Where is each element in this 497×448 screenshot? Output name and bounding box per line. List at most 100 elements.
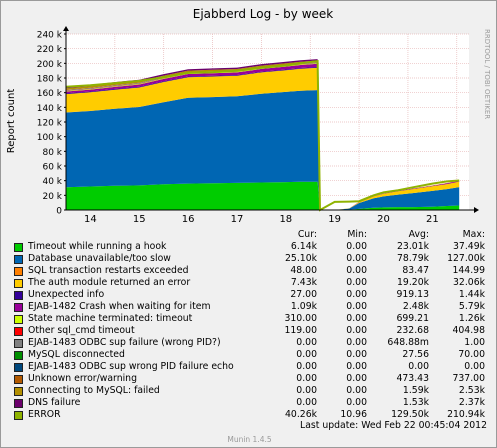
legend-swatch bbox=[14, 399, 23, 408]
legend-cur-value: 27.00 bbox=[290, 289, 317, 300]
y-axis-label: Report count bbox=[6, 89, 17, 154]
legend-swatch bbox=[14, 267, 23, 276]
legend-min-value: 0.00 bbox=[346, 373, 367, 384]
legend-row: EJAB-1483 ODBC sup wrong PID failure ech… bbox=[11, 361, 491, 373]
legend-max-value: 32.06k bbox=[453, 277, 485, 288]
legend-label: State machine terminated: timeout bbox=[28, 313, 193, 324]
legend-swatch bbox=[14, 351, 23, 360]
legend-row: The auth module returned an error 7.43k 0.… bbox=[11, 277, 491, 289]
legend-label: ERROR bbox=[28, 409, 61, 420]
legend-swatch bbox=[14, 243, 23, 252]
legend-max-value: 37.49k bbox=[453, 241, 485, 252]
legend-row: State machine terminated: timeout 310.00 0… bbox=[11, 313, 491, 325]
y-tick-label: 180 k bbox=[37, 75, 63, 85]
legend-max-value: 2.37k bbox=[458, 397, 485, 408]
chart-title: Ejabberd Log - by week bbox=[193, 7, 334, 21]
legend-min-value: 0.00 bbox=[346, 241, 367, 252]
area-series-0 bbox=[66, 181, 460, 210]
legend-swatch bbox=[14, 279, 23, 288]
legend-label: Connecting to MySQL: failed bbox=[28, 385, 160, 396]
legend-label: Unknown error/warning bbox=[28, 373, 137, 384]
legend-min-value: 0.00 bbox=[346, 397, 367, 408]
munin-version: Munin 1.4.5 bbox=[227, 435, 272, 444]
y-tick-label: 120 k bbox=[37, 119, 63, 129]
x-axis-arrow bbox=[474, 207, 479, 213]
legend-swatch bbox=[14, 375, 23, 384]
legend-swatch bbox=[14, 387, 23, 396]
y-tick-label: 200 k bbox=[37, 60, 63, 70]
legend-cur-value: 1.09k bbox=[290, 301, 317, 312]
legend-min-value: 0.00 bbox=[346, 253, 367, 264]
legend-cur-value: 119.00 bbox=[284, 325, 317, 336]
x-tick-labels: 14 15 16 17 18 19 20 21 bbox=[84, 214, 439, 225]
legend-row: ERROR 40.26k 10.96 129.50k 210.94k bbox=[11, 409, 491, 421]
legend-avg-value: 648.88m bbox=[387, 337, 429, 348]
legend-cur-value: 310.00 bbox=[284, 313, 317, 324]
legend-max-value: 1.26k bbox=[458, 313, 485, 324]
legend-swatch bbox=[14, 327, 23, 336]
legend-min-value: 0.00 bbox=[346, 325, 367, 336]
x-tick-label: 17 bbox=[231, 214, 244, 225]
legend-avg-value: 78.79k bbox=[397, 253, 429, 264]
legend-swatch bbox=[14, 315, 23, 324]
series-lines bbox=[65, 59, 460, 212]
legend-row: EJAB-1483 ODBC sup failure (wrong PID?) 0… bbox=[11, 337, 491, 349]
x-tick-label: 14 bbox=[84, 214, 97, 225]
legend-max-value: 144.99 bbox=[452, 265, 485, 276]
legend-row: Connecting to MySQL: failed 0.00 0.00 1.59k… bbox=[11, 385, 491, 397]
legend-cur-value: 7.43k bbox=[290, 277, 317, 288]
legend-min-value: 0.00 bbox=[346, 337, 367, 348]
legend-min-value: 10.96 bbox=[340, 409, 367, 420]
legend-swatch bbox=[14, 291, 23, 300]
y-tick-label: 220 k bbox=[37, 45, 63, 55]
legend-max-value: 2.53k bbox=[458, 385, 485, 396]
legend-label: MySQL disconnected bbox=[28, 349, 125, 360]
header-cur: Cur: bbox=[297, 229, 317, 240]
legend-max-value: 5.79k bbox=[458, 301, 485, 312]
legend-swatch bbox=[14, 255, 23, 264]
x-tick-label: 18 bbox=[279, 214, 292, 225]
legend-max-value: 70.00 bbox=[458, 349, 485, 360]
legend-row: DNS failure 0.00 0.00 1.53k 2.37k bbox=[11, 397, 491, 409]
legend-row: Unexpected info 27.00 0.00 919.13 1.44k bbox=[11, 289, 491, 301]
legend-max-value: 1.00 bbox=[464, 337, 485, 348]
legend-avg-value: 232.68 bbox=[396, 325, 429, 336]
x-tick-label: 19 bbox=[328, 214, 341, 225]
legend-min-value: 0.00 bbox=[346, 313, 367, 324]
legend-avg-value: 19.20k bbox=[397, 277, 429, 288]
legend-label: Database unavailable/too slow bbox=[28, 253, 171, 264]
header-avg: Avg: bbox=[408, 229, 429, 240]
legend-row: Timeout while running a hook 6.14k 0.00 23.… bbox=[11, 241, 491, 253]
legend-cur-value: 0.00 bbox=[296, 337, 317, 348]
y-tick-label: 80 k bbox=[42, 148, 62, 158]
legend-cur-value: 0.00 bbox=[296, 397, 317, 408]
legend-cur-value: 6.14k bbox=[290, 241, 317, 252]
legend-avg-value: 699.21 bbox=[396, 313, 429, 324]
legend-label: Other sql_cmd timeout bbox=[28, 325, 135, 336]
legend-label: DNS failure bbox=[28, 397, 81, 408]
legend-label: Timeout while running a hook bbox=[28, 241, 167, 252]
y-tick-label: 20 k bbox=[42, 192, 62, 202]
legend-max-value: 1.44k bbox=[458, 289, 485, 300]
rrdtool-watermark: RRDTOOL / TOBI OETIKER bbox=[483, 29, 491, 119]
legend-max-value: 210.94k bbox=[447, 409, 485, 420]
x-tick-label: 16 bbox=[182, 214, 195, 225]
legend-swatch bbox=[14, 411, 23, 420]
legend-row: EJAB-1482 Crash when waiting for item 1.0… bbox=[11, 301, 491, 313]
legend-cur-value: 25.10k bbox=[285, 253, 317, 264]
legend-label: The auth module returned an error bbox=[28, 277, 191, 288]
y-tick-labels: 0 20 k 40 k 60 k 80 k 100 k 120 k 140 k 160 k 180… bbox=[37, 31, 63, 217]
legend-min-value: 0.00 bbox=[346, 289, 367, 300]
legend-swatch bbox=[14, 303, 23, 312]
legend-avg-value: 83.47 bbox=[402, 265, 429, 276]
legend-avg-value: 23.01k bbox=[397, 241, 429, 252]
y-tick-label: 60 k bbox=[42, 163, 62, 173]
y-tick-label: 100 k bbox=[37, 133, 63, 143]
header-min: Min: bbox=[347, 229, 367, 240]
line-series-14 bbox=[65, 59, 460, 212]
y-tick-label: 140 k bbox=[37, 104, 63, 114]
legend-cur-value: 40.26k bbox=[285, 409, 317, 420]
legend-avg-value: 2.48k bbox=[402, 301, 429, 312]
legend-label: EJAB-1483 ODBC sup wrong PID failure ech… bbox=[28, 361, 234, 372]
